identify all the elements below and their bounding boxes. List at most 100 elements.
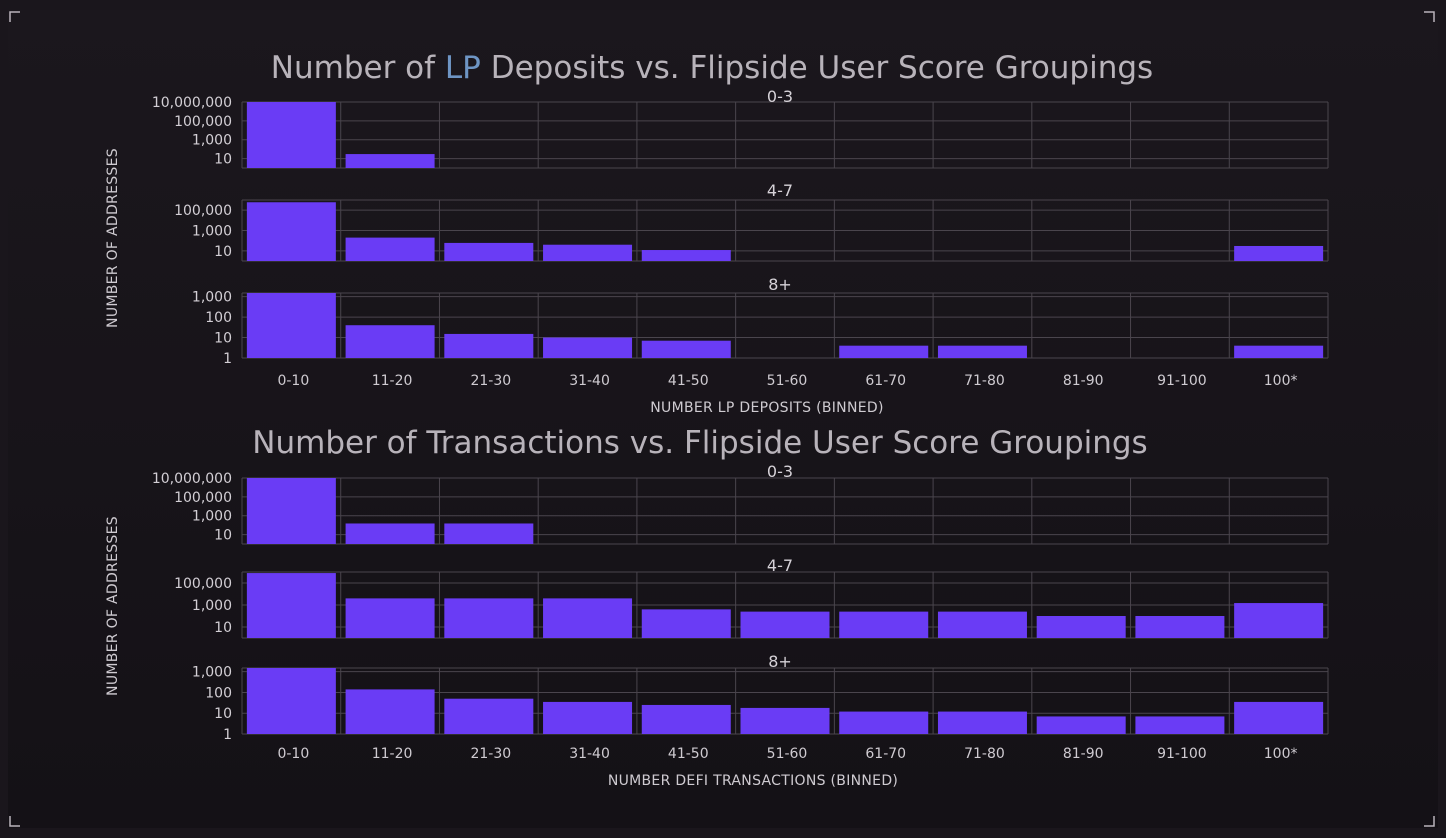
chart-2-panel-3-ytick-2: 100 [205,685,232,701]
chart-2-panel-3-ytick-0: 1 [223,727,232,743]
chart-1-panel-3-bar-21-30 [444,333,534,358]
chart-1-xtick-100*: 100* [1264,373,1298,389]
chart-1-xtick-31-40: 31-40 [569,373,610,389]
chart-2-xtick-51-60: 51-60 [767,746,808,762]
chart-2-xtick-31-40: 31-40 [569,746,610,762]
chart-frame [8,10,1438,828]
chart-2-xtick-91-100: 91-100 [1157,746,1207,762]
chart-2-xtick-100*: 100* [1264,746,1298,762]
chart-1-panel-1-ytick-2: 100,000 [174,114,232,130]
chart-2-xtick-81-90: 81-90 [1063,746,1104,762]
chart-1-panel-2-bar-100* [1234,245,1324,261]
chart-1-panel-1-ytick-3: 10,000,000 [152,95,232,111]
chart-1-panel-3-bar-0-10 [246,293,336,358]
chart-1-panel-2-bar-0-10 [246,202,336,261]
chart-2-panel-1-ytick-0: 10 [214,528,232,544]
chart-1-panel-2-bar-21-30 [444,242,534,261]
chart-1-xtick-81-90: 81-90 [1063,373,1104,389]
chart-2-x-axis-label: NUMBER DEFI TRANSACTIONS (BINNED) [608,773,898,789]
chart-1-xtick-41-50: 41-50 [668,373,709,389]
chart-1-xtick-0-10: 0-10 [277,373,309,389]
chart-1-panel-2-bar-31-40 [543,244,633,261]
corner-mark-top-right [1424,11,1435,22]
chart-1-panel-2-ytick-1: 1,000 [192,224,232,240]
chart-1-panel-3-ytick-2: 100 [205,310,232,326]
chart-2-panel-2-bar-100* [1234,603,1324,638]
chart-2-panel-1-ytick-3: 10,000,000 [152,471,232,487]
chart-2-panel-3-bar-81-90 [1036,716,1126,734]
chart-1-panel-2-ytick-0: 10 [214,244,232,260]
chart-2-panel-2-bar-41-50 [641,609,731,638]
chart-1-panel-3-bar-31-40 [543,337,633,358]
chart-2-panel-2-bar-81-90 [1036,616,1126,638]
chart-2-panel-2-bar-21-30 [444,598,534,638]
chart-2-xtick-61-70: 61-70 [865,746,906,762]
chart-1-panel-2-bar-41-50 [641,250,731,261]
chart-2-panel-2-bar-71-80 [937,611,1027,638]
chart-2-panel-3-ytick-3: 1,000 [192,665,232,681]
chart-2-xtick-71-80: 71-80 [964,746,1005,762]
chart-2-panel-1-bar-21-30 [444,523,534,544]
chart-2-panel-2-ytick-0: 10 [214,620,232,636]
chart-2-xtick-41-50: 41-50 [668,746,709,762]
chart-2-panel-3-ytick-1: 10 [214,706,232,722]
chart-1-panel-3-bar-61-70 [839,345,929,358]
chart-2-panel-3-bar-91-100 [1135,716,1225,734]
chart-2-panel-1-bar-11-20 [345,523,435,544]
chart-1-panel-1-ytick-1: 1,000 [192,133,232,149]
chart-2-panel-3-bar-21-30 [444,698,534,734]
chart-1-panel-1-ytick-0: 10 [214,152,232,168]
chart-1-y-axis-label: NUMBER OF ADDRESSES [105,148,121,328]
chart-2-panel-2-ytick-2: 100,000 [174,576,232,592]
corner-mark-bottom-right [1424,816,1435,827]
chart-2-y-axis-label: NUMBER OF ADDRESSES [105,516,121,696]
chart-1-xtick-91-100: 91-100 [1157,373,1207,389]
chart-2-panel-2-bar-61-70 [839,611,929,638]
chart-2-panel-2-bar-91-100 [1135,616,1225,638]
chart-2-panel-1-bar-0-10 [246,478,336,544]
chart-2-panel-1-label: 0-3 [767,462,793,481]
chart-1-panel-2-ytick-2: 100,000 [174,203,232,219]
chart-1-panel-1-bar-11-20 [345,154,435,168]
chart-2-panel-2-bar-0-10 [246,573,336,638]
chart-2-panel-3-bar-71-80 [937,711,1027,734]
chart-1-panel-1-bar-0-10 [246,102,336,168]
chart-1-panel-3-bar-11-20 [345,325,435,358]
chart-2-panel-3-bar-31-40 [543,701,633,734]
chart-1-panel-3-label: 8+ [768,275,792,294]
chart-1-panel-2-bar-11-20 [345,237,435,261]
chart-2-panel-3-label: 8+ [768,652,792,671]
chart-2-panel-2-bar-11-20 [345,598,435,638]
chart-2-xtick-21-30: 21-30 [470,746,511,762]
corner-mark-bottom-left [9,816,20,827]
chart-1-panel-3-bar-71-80 [937,345,1027,358]
chart-2-panel-2-ytick-1: 1,000 [192,598,232,614]
chart-2-panel-3-bar-61-70 [839,711,929,734]
chart-2-panel-1-ytick-1: 1,000 [192,509,232,525]
chart-2-xtick-0-10: 0-10 [277,746,309,762]
chart-1-xtick-51-60: 51-60 [767,373,808,389]
chart-1-panel-3-bar-41-50 [641,340,731,358]
chart-2-panel-3-bar-11-20 [345,689,435,734]
plots-group: 10 1,000 100,000 10,000,000 0-3 10 1,000 100,00… [152,87,1329,762]
corner-mark-top-left [9,11,20,22]
chart-2-panel-3-bar-100* [1234,701,1324,734]
chart-2-panel-2-bar-51-60 [740,611,830,638]
chart-1-panel-3-ytick-1: 10 [214,331,232,347]
chart-2-panel-3-bar-0-10 [246,668,336,734]
chart-2-xtick-11-20: 11-20 [372,746,413,762]
chart-1-panel-2-label: 4-7 [767,181,793,200]
chart-2-panel-2-bar-31-40 [543,598,633,638]
chart-2-panel-2-label: 4-7 [767,556,793,575]
chart-2-title: Number of Transactions vs. Flipside User… [252,425,1147,461]
chart-2-panel-3-bar-51-60 [740,707,830,734]
chart-2-panel-3-bar-41-50 [641,704,731,734]
chart-1-xtick-71-80: 71-80 [964,373,1005,389]
chart-1-panel-3-bar-100* [1234,345,1324,358]
chart-1-xtick-21-30: 21-30 [470,373,511,389]
chart-1-title: Number of LP Deposits vs. Flipside User … [271,50,1153,86]
chart-1-xtick-11-20: 11-20 [372,373,413,389]
chart-1-panel-3-ytick-3: 1,000 [192,290,232,306]
